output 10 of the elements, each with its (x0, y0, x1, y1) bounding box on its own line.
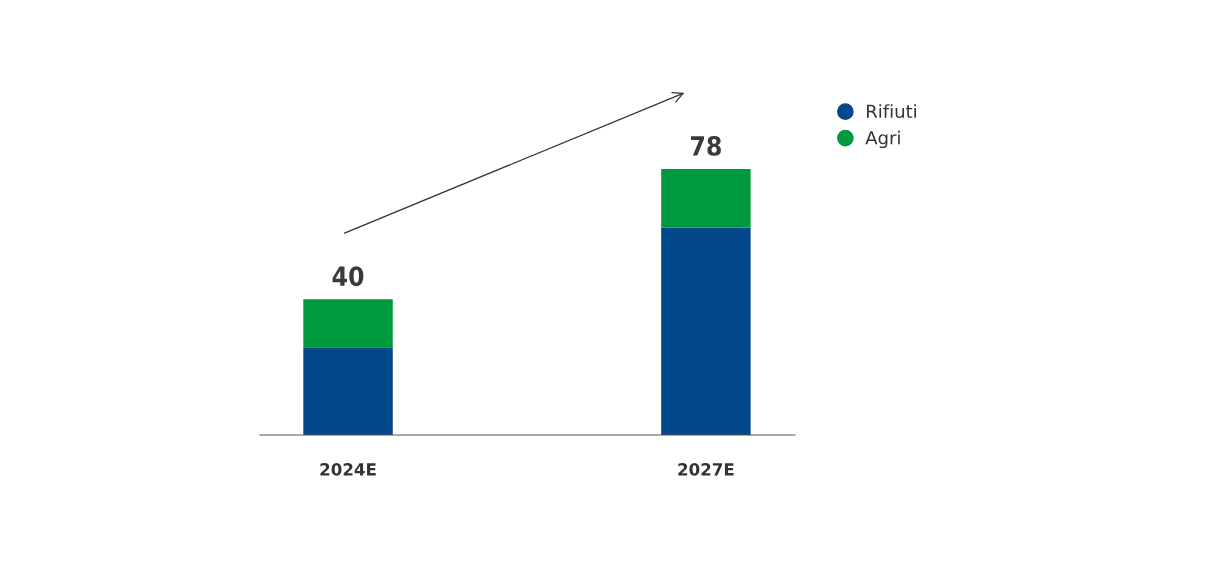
x-tick-label: 2027E (678, 463, 734, 476)
annotation: 40 (332, 266, 364, 287)
bar (303, 299, 393, 348)
legend-label: Agri (865, 130, 900, 149)
x-tick-label: 2024E (320, 463, 376, 476)
bar (303, 347, 393, 435)
bar (661, 227, 751, 435)
legend-label: Rifiuti (866, 104, 916, 119)
bar (661, 168, 751, 228)
annotation: 78 (690, 135, 721, 156)
